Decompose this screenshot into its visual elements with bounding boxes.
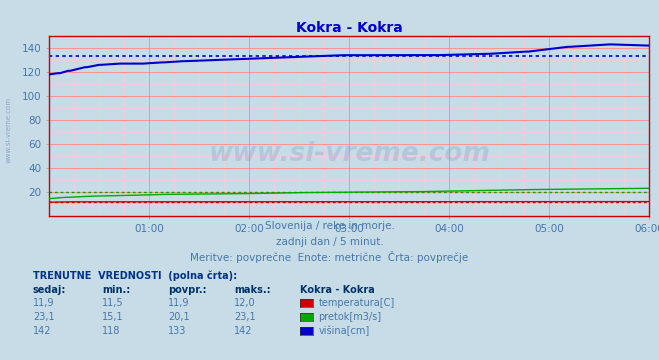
Text: min.:: min.: (102, 285, 130, 296)
Text: 23,1: 23,1 (234, 312, 256, 322)
Text: 142: 142 (234, 326, 252, 336)
Text: Slovenija / reke in morje.: Slovenija / reke in morje. (264, 221, 395, 231)
Text: www.si-vreme.com: www.si-vreme.com (5, 96, 12, 163)
Text: zadnji dan / 5 minut.: zadnji dan / 5 minut. (275, 237, 384, 247)
Text: pretok[m3/s]: pretok[m3/s] (318, 312, 382, 322)
Text: 12,0: 12,0 (234, 298, 256, 308)
Text: Meritve: povprečne  Enote: metrične  Črta: povprečje: Meritve: povprečne Enote: metrične Črta:… (190, 251, 469, 263)
Title: Kokra - Kokra: Kokra - Kokra (296, 21, 403, 35)
Text: 11,5: 11,5 (102, 298, 124, 308)
Text: maks.:: maks.: (234, 285, 271, 296)
Text: sedaj:: sedaj: (33, 285, 67, 296)
Text: 20,1: 20,1 (168, 312, 190, 322)
Text: višina[cm]: višina[cm] (318, 326, 370, 336)
Text: 11,9: 11,9 (168, 298, 190, 308)
Text: www.si-vreme.com: www.si-vreme.com (208, 141, 490, 167)
Text: 11,9: 11,9 (33, 298, 55, 308)
Text: temperatura[C]: temperatura[C] (318, 298, 395, 308)
Text: 23,1: 23,1 (33, 312, 55, 322)
Text: 142: 142 (33, 326, 51, 336)
Text: 118: 118 (102, 326, 121, 336)
Text: 133: 133 (168, 326, 186, 336)
Text: Kokra - Kokra: Kokra - Kokra (300, 285, 374, 296)
Text: TRENUTNE  VREDNOSTI  (polna črta):: TRENUTNE VREDNOSTI (polna črta): (33, 270, 237, 281)
Text: 15,1: 15,1 (102, 312, 124, 322)
Text: povpr.:: povpr.: (168, 285, 206, 296)
